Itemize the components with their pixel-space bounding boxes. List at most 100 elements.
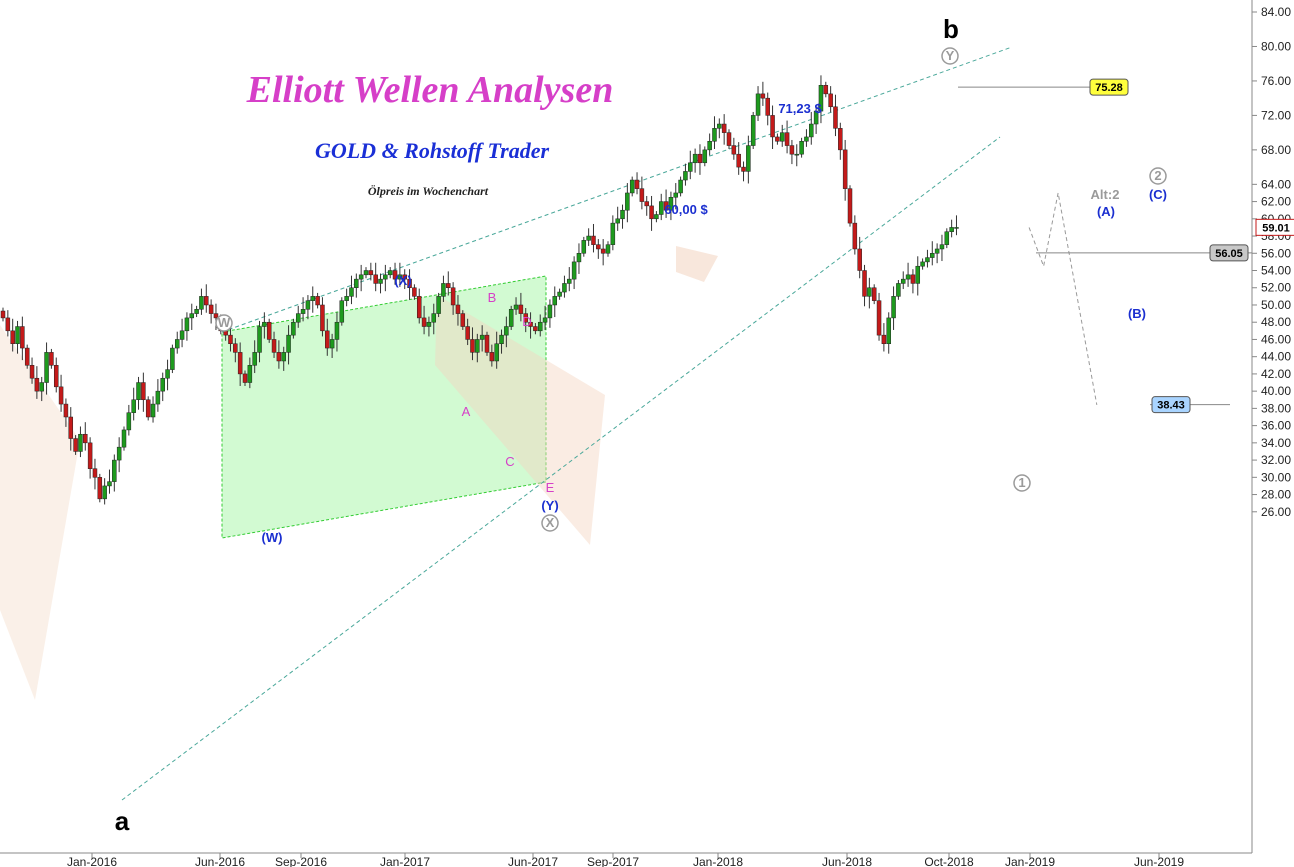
elliott-channels xyxy=(0,246,718,700)
candle-body xyxy=(5,317,11,332)
candle-body xyxy=(789,145,795,155)
candle-body xyxy=(629,179,635,194)
candle-body xyxy=(508,309,514,327)
candle-body xyxy=(746,145,751,172)
candle-body xyxy=(518,304,524,314)
candle-body xyxy=(731,145,737,155)
candle-body xyxy=(305,300,311,310)
y-tick-label: 54.00 xyxy=(1261,264,1291,278)
candle-body xyxy=(721,123,727,133)
candle-body xyxy=(300,309,306,314)
candle-body xyxy=(358,274,364,280)
candle-body xyxy=(673,192,679,198)
candle-body xyxy=(291,321,296,336)
svg-text:2: 2 xyxy=(1154,168,1161,183)
candle-body xyxy=(58,386,64,405)
candle-body xyxy=(794,153,800,156)
wave-label-pink-A: A xyxy=(462,404,471,419)
candle-body xyxy=(44,352,49,383)
candle-body xyxy=(387,270,393,276)
candle-body xyxy=(658,201,664,215)
candle-body xyxy=(112,459,117,482)
candle-body xyxy=(905,274,911,280)
candle-body xyxy=(925,257,930,263)
green-triangle-channel xyxy=(221,275,547,539)
candle-body xyxy=(784,132,790,146)
y-tick-label: 48.00 xyxy=(1261,315,1291,329)
chart-title: Elliott Wellen Analysen xyxy=(246,69,614,111)
price-note-71: 71,23 $ xyxy=(778,101,822,116)
candlesticks xyxy=(0,75,959,505)
candle-body xyxy=(165,369,170,379)
candle-body xyxy=(266,321,272,340)
lower-trendline xyxy=(121,136,1001,801)
projection-line xyxy=(1028,192,1098,406)
candle-body xyxy=(712,128,717,142)
candle-body xyxy=(484,334,490,353)
candle-body xyxy=(697,153,703,164)
y-tick-label: 56.00 xyxy=(1261,246,1291,260)
candle-body xyxy=(116,446,122,461)
candle-body xyxy=(29,365,35,379)
candle-body xyxy=(867,287,872,297)
candle-body xyxy=(930,253,935,258)
y-tick-label: 32.00 xyxy=(1261,453,1291,467)
candle-body xyxy=(702,149,708,164)
candle-body xyxy=(39,382,44,392)
svg-text:X: X xyxy=(546,515,555,530)
candle-body xyxy=(426,321,432,327)
candle-body xyxy=(542,317,548,323)
price-box xyxy=(1089,78,1129,96)
y-tick-label: 84.00 xyxy=(1261,5,1291,19)
candle-body xyxy=(383,274,388,280)
svg-text:W: W xyxy=(218,315,231,330)
candle-body xyxy=(194,309,199,314)
candle-body xyxy=(213,313,219,319)
candle-body xyxy=(199,296,204,310)
candle-body xyxy=(857,248,862,271)
candle-body xyxy=(915,265,921,284)
candle-body xyxy=(34,377,40,392)
candle-body xyxy=(460,313,466,327)
x-tick-label: Sep-2016 xyxy=(275,855,327,867)
small-orange-channel xyxy=(676,246,718,282)
candle-body xyxy=(828,93,833,108)
candle-body xyxy=(68,416,74,439)
y-tick-label: 64.00 xyxy=(1261,177,1291,191)
last-price-box xyxy=(1255,218,1294,236)
candle-body xyxy=(455,304,461,314)
candle-body xyxy=(78,433,83,452)
wave-label-pink-B: B xyxy=(488,290,497,305)
candle-body xyxy=(586,235,591,241)
candle-body xyxy=(736,153,741,168)
candle-body xyxy=(102,485,107,500)
candle-body xyxy=(775,136,780,142)
wave-label-Y: (Y) xyxy=(541,498,558,513)
candle-body xyxy=(141,382,146,401)
candle-body xyxy=(257,326,262,353)
candle-body xyxy=(237,352,243,375)
candle-body xyxy=(891,296,896,319)
candle-body xyxy=(813,110,819,125)
candle-body xyxy=(92,468,98,478)
candle-body xyxy=(73,438,78,452)
price-box xyxy=(1151,396,1191,414)
candle-body xyxy=(295,313,301,323)
candle-body xyxy=(97,477,103,500)
x-tick-label: Jan-2017 xyxy=(380,855,430,867)
price-axis: 26.00 28.00 30.00 32.00 34.00 36.00 38.00 40.00… xyxy=(1251,0,1291,853)
trendlines xyxy=(121,46,1013,801)
candle-body xyxy=(83,433,88,444)
candle-body xyxy=(20,326,25,349)
candle-body xyxy=(625,192,630,211)
alt-label: Alt:2 xyxy=(1091,187,1120,202)
candle-body xyxy=(852,222,858,250)
wave-label-B-paren: (B) xyxy=(1128,306,1146,321)
candle-body xyxy=(465,326,470,340)
candle-body xyxy=(368,270,374,276)
candle-body xyxy=(900,278,906,284)
candle-body xyxy=(494,343,499,362)
candle-body xyxy=(63,403,69,418)
price-box-label: 38.43 xyxy=(1157,400,1185,412)
circle-label-1: 1 xyxy=(1013,474,1031,492)
